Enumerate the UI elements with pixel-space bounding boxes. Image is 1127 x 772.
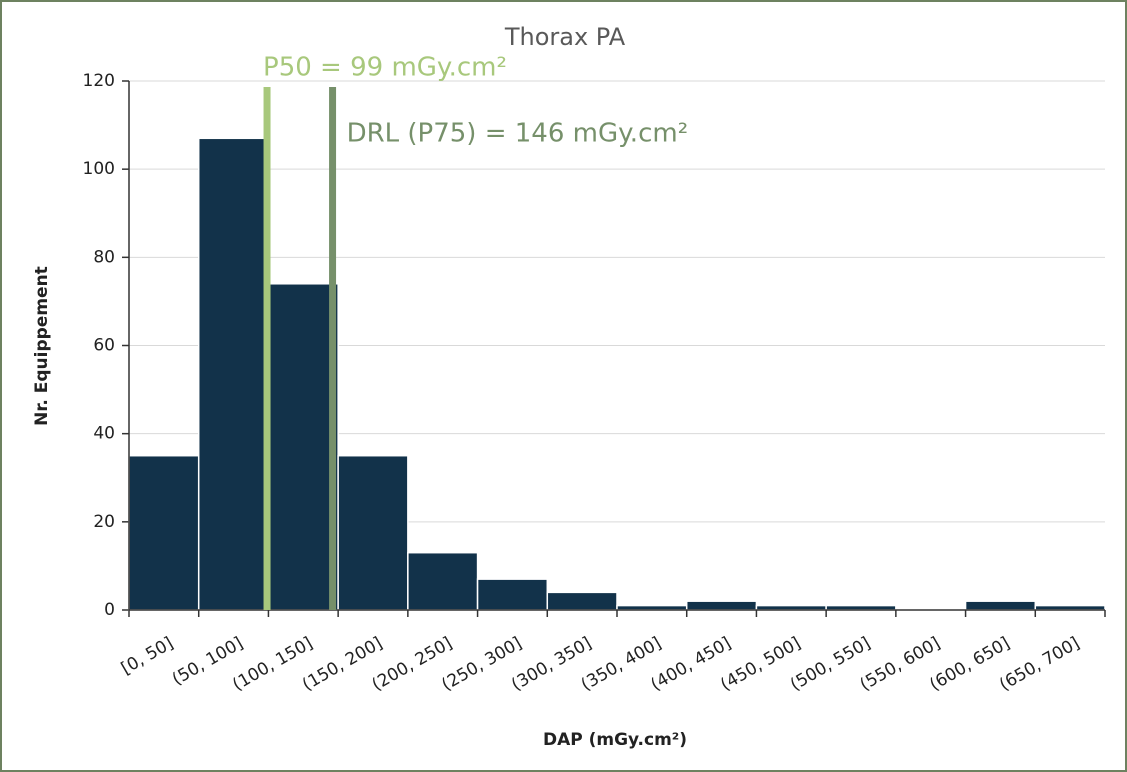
x-axis-label: DAP (mGy.cm²) [543, 730, 687, 750]
reference-label: P50 = 99 mGy.cm² [263, 53, 507, 83]
y-tick-label: 0 [104, 600, 115, 620]
chart-title: Thorax PA [504, 23, 626, 51]
bar [546, 591, 618, 611]
bar [197, 137, 270, 611]
bar [337, 454, 409, 611]
bar [685, 600, 758, 611]
reference-label: DRL (P75) = 146 mGy.cm² [347, 119, 689, 149]
y-tick-label: 20 [93, 512, 115, 532]
bar [267, 283, 339, 611]
y-tick-label: 60 [93, 336, 115, 356]
bar [128, 454, 200, 611]
y-tick-label: 120 [83, 71, 115, 91]
bar [964, 600, 1037, 611]
y-tick-label: 40 [93, 424, 115, 444]
bar [407, 551, 479, 611]
y-tick-label: 100 [83, 159, 115, 179]
bar [476, 578, 549, 611]
y-axis-label: Nr. Equippement [32, 266, 52, 426]
y-tick-label: 80 [93, 247, 115, 267]
